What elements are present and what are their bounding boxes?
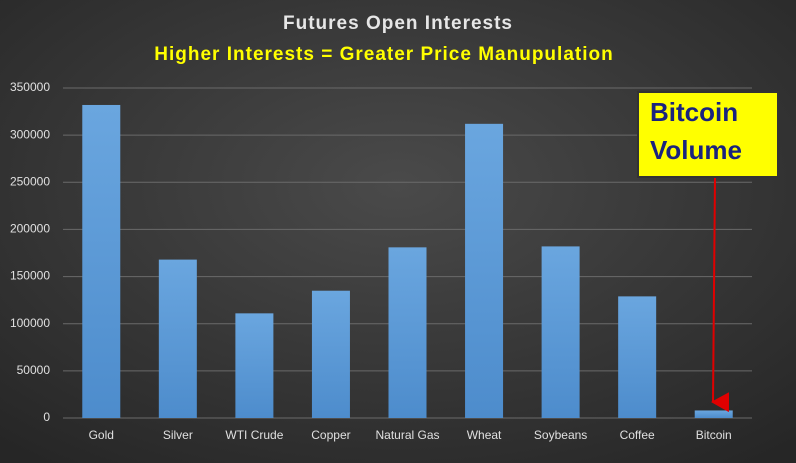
y-tick-label: 100000 <box>10 316 50 330</box>
x-tick-label: Copper <box>311 428 350 442</box>
bar <box>618 296 657 418</box>
y-tick-label: 50000 <box>17 363 51 377</box>
bar <box>541 246 580 418</box>
chart-subtitle: Higher Interests = Greater Price Manupul… <box>154 44 613 65</box>
arrow <box>711 176 730 413</box>
bar <box>388 247 427 418</box>
y-tick-label: 150000 <box>10 269 50 283</box>
y-tick-label: 200000 <box>10 222 50 236</box>
x-tick-label: Bitcoin <box>696 428 732 442</box>
bar <box>694 410 733 418</box>
annotation-box <box>637 91 779 178</box>
bar <box>235 313 274 418</box>
y-tick-label: 350000 <box>10 80 50 94</box>
x-tick-label: Soybeans <box>534 428 587 442</box>
x-tick-label: Natural Gas <box>375 428 439 442</box>
x-tick-label: Wheat <box>467 428 502 442</box>
y-tick-label: 0 <box>43 410 50 424</box>
annotation: Volume <box>650 135 742 165</box>
bar <box>465 123 504 418</box>
x-tick-label: Coffee <box>620 428 655 442</box>
x-tick-label: Silver <box>163 428 193 442</box>
annotation: Bitcoin <box>650 97 738 127</box>
chart-title: Futures Open Interests <box>283 13 513 34</box>
bar <box>82 104 121 418</box>
bar <box>158 259 197 418</box>
y-tick-label: 250000 <box>10 174 50 188</box>
x-tick-label: WTI Crude <box>225 428 283 442</box>
y-tick-label: 300000 <box>10 127 50 141</box>
bar <box>311 290 350 418</box>
x-tick-label: Gold <box>89 428 114 442</box>
